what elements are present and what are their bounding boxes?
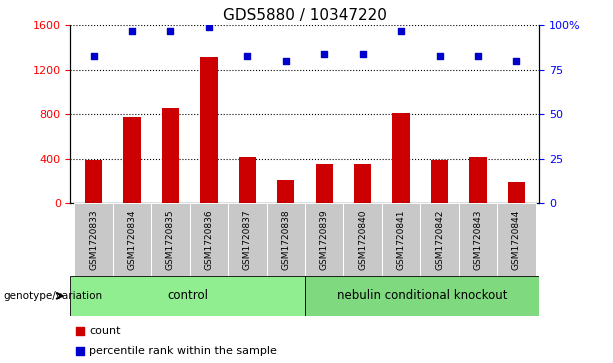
FancyBboxPatch shape bbox=[459, 203, 497, 276]
Point bbox=[89, 53, 99, 58]
FancyBboxPatch shape bbox=[497, 203, 536, 276]
Text: control: control bbox=[167, 289, 208, 302]
Bar bbox=[508, 182, 525, 203]
Point bbox=[511, 58, 521, 64]
Text: GSM1720842: GSM1720842 bbox=[435, 209, 444, 270]
FancyBboxPatch shape bbox=[189, 203, 228, 276]
Text: GSM1720833: GSM1720833 bbox=[89, 209, 98, 270]
Point bbox=[358, 51, 368, 57]
FancyBboxPatch shape bbox=[70, 276, 305, 316]
Bar bbox=[392, 113, 409, 203]
Point bbox=[319, 51, 329, 57]
Bar bbox=[470, 157, 487, 203]
Point bbox=[166, 28, 175, 34]
Text: genotype/variation: genotype/variation bbox=[3, 291, 102, 301]
Text: GSM1720843: GSM1720843 bbox=[473, 209, 482, 270]
FancyBboxPatch shape bbox=[382, 203, 421, 276]
FancyBboxPatch shape bbox=[343, 203, 382, 276]
FancyBboxPatch shape bbox=[74, 203, 113, 276]
FancyBboxPatch shape bbox=[305, 203, 343, 276]
Point bbox=[75, 348, 85, 354]
Text: GSM1720834: GSM1720834 bbox=[128, 209, 137, 270]
Point bbox=[281, 58, 291, 64]
Point bbox=[435, 53, 444, 58]
Text: GSM1720837: GSM1720837 bbox=[243, 209, 252, 270]
Text: GSM1720839: GSM1720839 bbox=[320, 209, 329, 270]
Point bbox=[396, 28, 406, 34]
FancyBboxPatch shape bbox=[267, 203, 305, 276]
Bar bbox=[85, 160, 102, 203]
Point bbox=[75, 328, 85, 334]
Text: percentile rank within the sample: percentile rank within the sample bbox=[89, 346, 277, 356]
Text: GSM1720836: GSM1720836 bbox=[204, 209, 213, 270]
FancyBboxPatch shape bbox=[113, 203, 151, 276]
FancyBboxPatch shape bbox=[421, 203, 459, 276]
Text: GSM1720838: GSM1720838 bbox=[281, 209, 290, 270]
Text: GSM1720844: GSM1720844 bbox=[512, 209, 521, 270]
Point bbox=[473, 53, 483, 58]
FancyBboxPatch shape bbox=[305, 276, 539, 316]
Text: GSM1720841: GSM1720841 bbox=[397, 209, 406, 270]
Point bbox=[127, 28, 137, 34]
Bar bbox=[277, 180, 294, 203]
Text: count: count bbox=[89, 326, 121, 336]
Point bbox=[242, 53, 252, 58]
Bar bbox=[431, 160, 448, 203]
FancyBboxPatch shape bbox=[228, 203, 267, 276]
Text: nebulin conditional knockout: nebulin conditional knockout bbox=[337, 289, 508, 302]
Text: GSM1720835: GSM1720835 bbox=[166, 209, 175, 270]
Bar bbox=[354, 164, 371, 203]
Text: GSM1720840: GSM1720840 bbox=[358, 209, 367, 270]
Title: GDS5880 / 10347220: GDS5880 / 10347220 bbox=[223, 8, 387, 23]
Bar bbox=[316, 164, 333, 203]
FancyBboxPatch shape bbox=[151, 203, 189, 276]
Bar bbox=[200, 57, 218, 203]
Bar bbox=[238, 157, 256, 203]
Bar bbox=[123, 117, 140, 203]
Bar bbox=[162, 108, 179, 203]
Point bbox=[204, 24, 214, 30]
